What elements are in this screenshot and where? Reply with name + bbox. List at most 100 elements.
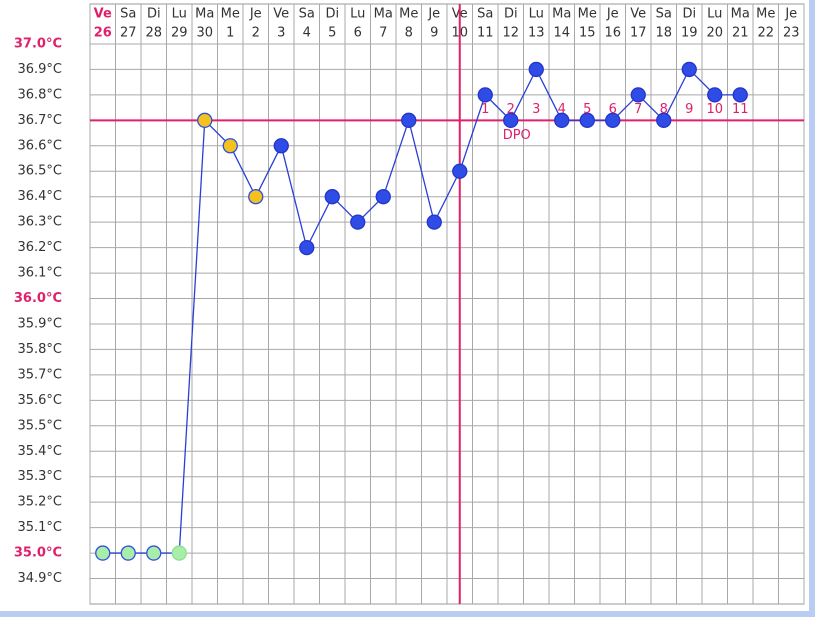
temperature-point (630, 87, 646, 103)
x-tick-label: 15 (579, 26, 596, 41)
weekday-label: Ve (94, 7, 112, 22)
y-tick-label: 36.2°C (17, 240, 62, 255)
x-tick-label: 6 (354, 26, 362, 41)
y-tick-label: 35.5°C (17, 418, 62, 433)
dpo-label: 11 (732, 102, 749, 117)
y-tick-label: 35.1°C (17, 520, 62, 535)
x-tick-label: 19 (681, 26, 698, 41)
dpo-label: 2 (507, 102, 515, 117)
weekday-label: Sa (656, 7, 672, 22)
y-tick-label: 36.4°C (17, 189, 62, 204)
weekday-label: Ma (374, 7, 393, 22)
x-tick-label: 3 (277, 26, 285, 41)
x-tick-label: 26 (94, 26, 112, 41)
x-tick-label: 1 (226, 26, 234, 41)
x-tick-label: 2 (252, 26, 260, 41)
temperature-point (579, 112, 595, 128)
temperature-point (273, 138, 289, 154)
dpo-label: 6 (609, 102, 617, 117)
x-tick-label: 30 (196, 26, 213, 41)
temperature-point (324, 189, 340, 205)
y-tick-label: 35.4°C (17, 444, 62, 459)
x-tick-label: 14 (553, 26, 570, 41)
dpo-title: DPO (503, 128, 531, 143)
temperature-point (299, 239, 315, 256)
y-tick-label: 36.3°C (17, 215, 62, 230)
weekday-label: Je (249, 7, 262, 22)
weekday-label: Ve (273, 7, 289, 22)
weekday-label: Ma (731, 7, 750, 22)
dpo-label: 5 (583, 102, 591, 117)
x-tick-label: 11 (477, 26, 494, 41)
x-tick-label: 22 (757, 26, 774, 41)
weekday-label: Di (504, 7, 518, 22)
temperature-point (426, 214, 442, 230)
temperature-point (681, 61, 697, 78)
temperature-point (248, 189, 264, 205)
temperature-point (146, 545, 162, 561)
x-tick-label: 17 (630, 26, 647, 41)
y-tick-label: 35.8°C (17, 342, 62, 357)
temperature-point (350, 214, 366, 230)
weekday-label: Je (427, 7, 440, 22)
temperature-point (477, 87, 493, 103)
weekday-label: Lu (529, 7, 544, 22)
x-tick-label: 5 (328, 26, 336, 41)
y-tick-label: 35.3°C (17, 469, 62, 484)
y-tick-label: 34.9°C (17, 571, 62, 586)
temperature-point (120, 545, 136, 561)
temperature-point (197, 112, 213, 128)
weekday-label: Ve (630, 7, 646, 22)
y-tick-label: 37.0°C (14, 36, 62, 51)
dpo-label: 3 (532, 102, 540, 117)
temperature-point (554, 112, 570, 128)
x-tick-label: 28 (145, 26, 162, 41)
temperature-point (452, 163, 468, 179)
weekday-label: Lu (172, 7, 187, 22)
temperature-point (222, 138, 238, 154)
temperature-point (605, 112, 621, 128)
y-tick-label: 36.5°C (17, 164, 62, 179)
weekday-label: Ma (552, 7, 571, 22)
temperature-point (528, 61, 544, 78)
temperature-point (375, 189, 391, 205)
weekday-label: Me (221, 7, 240, 22)
weekday-label: Di (147, 7, 161, 22)
dpo-label: 9 (685, 102, 693, 117)
x-tick-label: 18 (655, 26, 672, 41)
y-tick-label: 36.9°C (17, 62, 62, 77)
weekday-label: Lu (707, 7, 722, 22)
x-tick-label: 16 (604, 26, 621, 41)
temperature-point (707, 87, 723, 103)
y-tick-label: 35.0°C (14, 546, 62, 561)
weekday-label: Ma (195, 7, 214, 22)
x-tick-label: 8 (405, 26, 413, 41)
x-tick-label: 9 (430, 26, 438, 41)
weekday-label: Lu (350, 7, 365, 22)
y-tick-label: 35.6°C (17, 393, 62, 408)
dpo-label: 10 (706, 102, 723, 117)
weekday-label: Sa (299, 7, 315, 22)
x-tick-label: 13 (528, 26, 545, 41)
y-tick-label: 35.2°C (17, 495, 62, 510)
x-tick-label: 12 (502, 26, 519, 41)
y-tick-label: 35.9°C (17, 316, 62, 331)
dpo-label: 7 (634, 102, 642, 117)
weekday-label: Me (399, 7, 418, 22)
temperature-point (503, 112, 519, 128)
weekday-label: Di (325, 7, 339, 22)
dpo-label: 8 (660, 102, 668, 117)
x-tick-label: 4 (303, 26, 311, 41)
x-tick-label: 20 (706, 26, 723, 41)
weekday-label: Je (606, 7, 619, 22)
y-tick-label: 36.6°C (17, 138, 62, 153)
x-tick-label: 21 (732, 26, 749, 41)
dpo-label: 4 (558, 102, 566, 117)
weekday-label: Me (756, 7, 775, 22)
x-tick-label: 7 (379, 26, 387, 41)
temperature-point (401, 112, 417, 128)
weekday-label: Je (784, 7, 797, 22)
weekday-label: Me (578, 7, 597, 22)
